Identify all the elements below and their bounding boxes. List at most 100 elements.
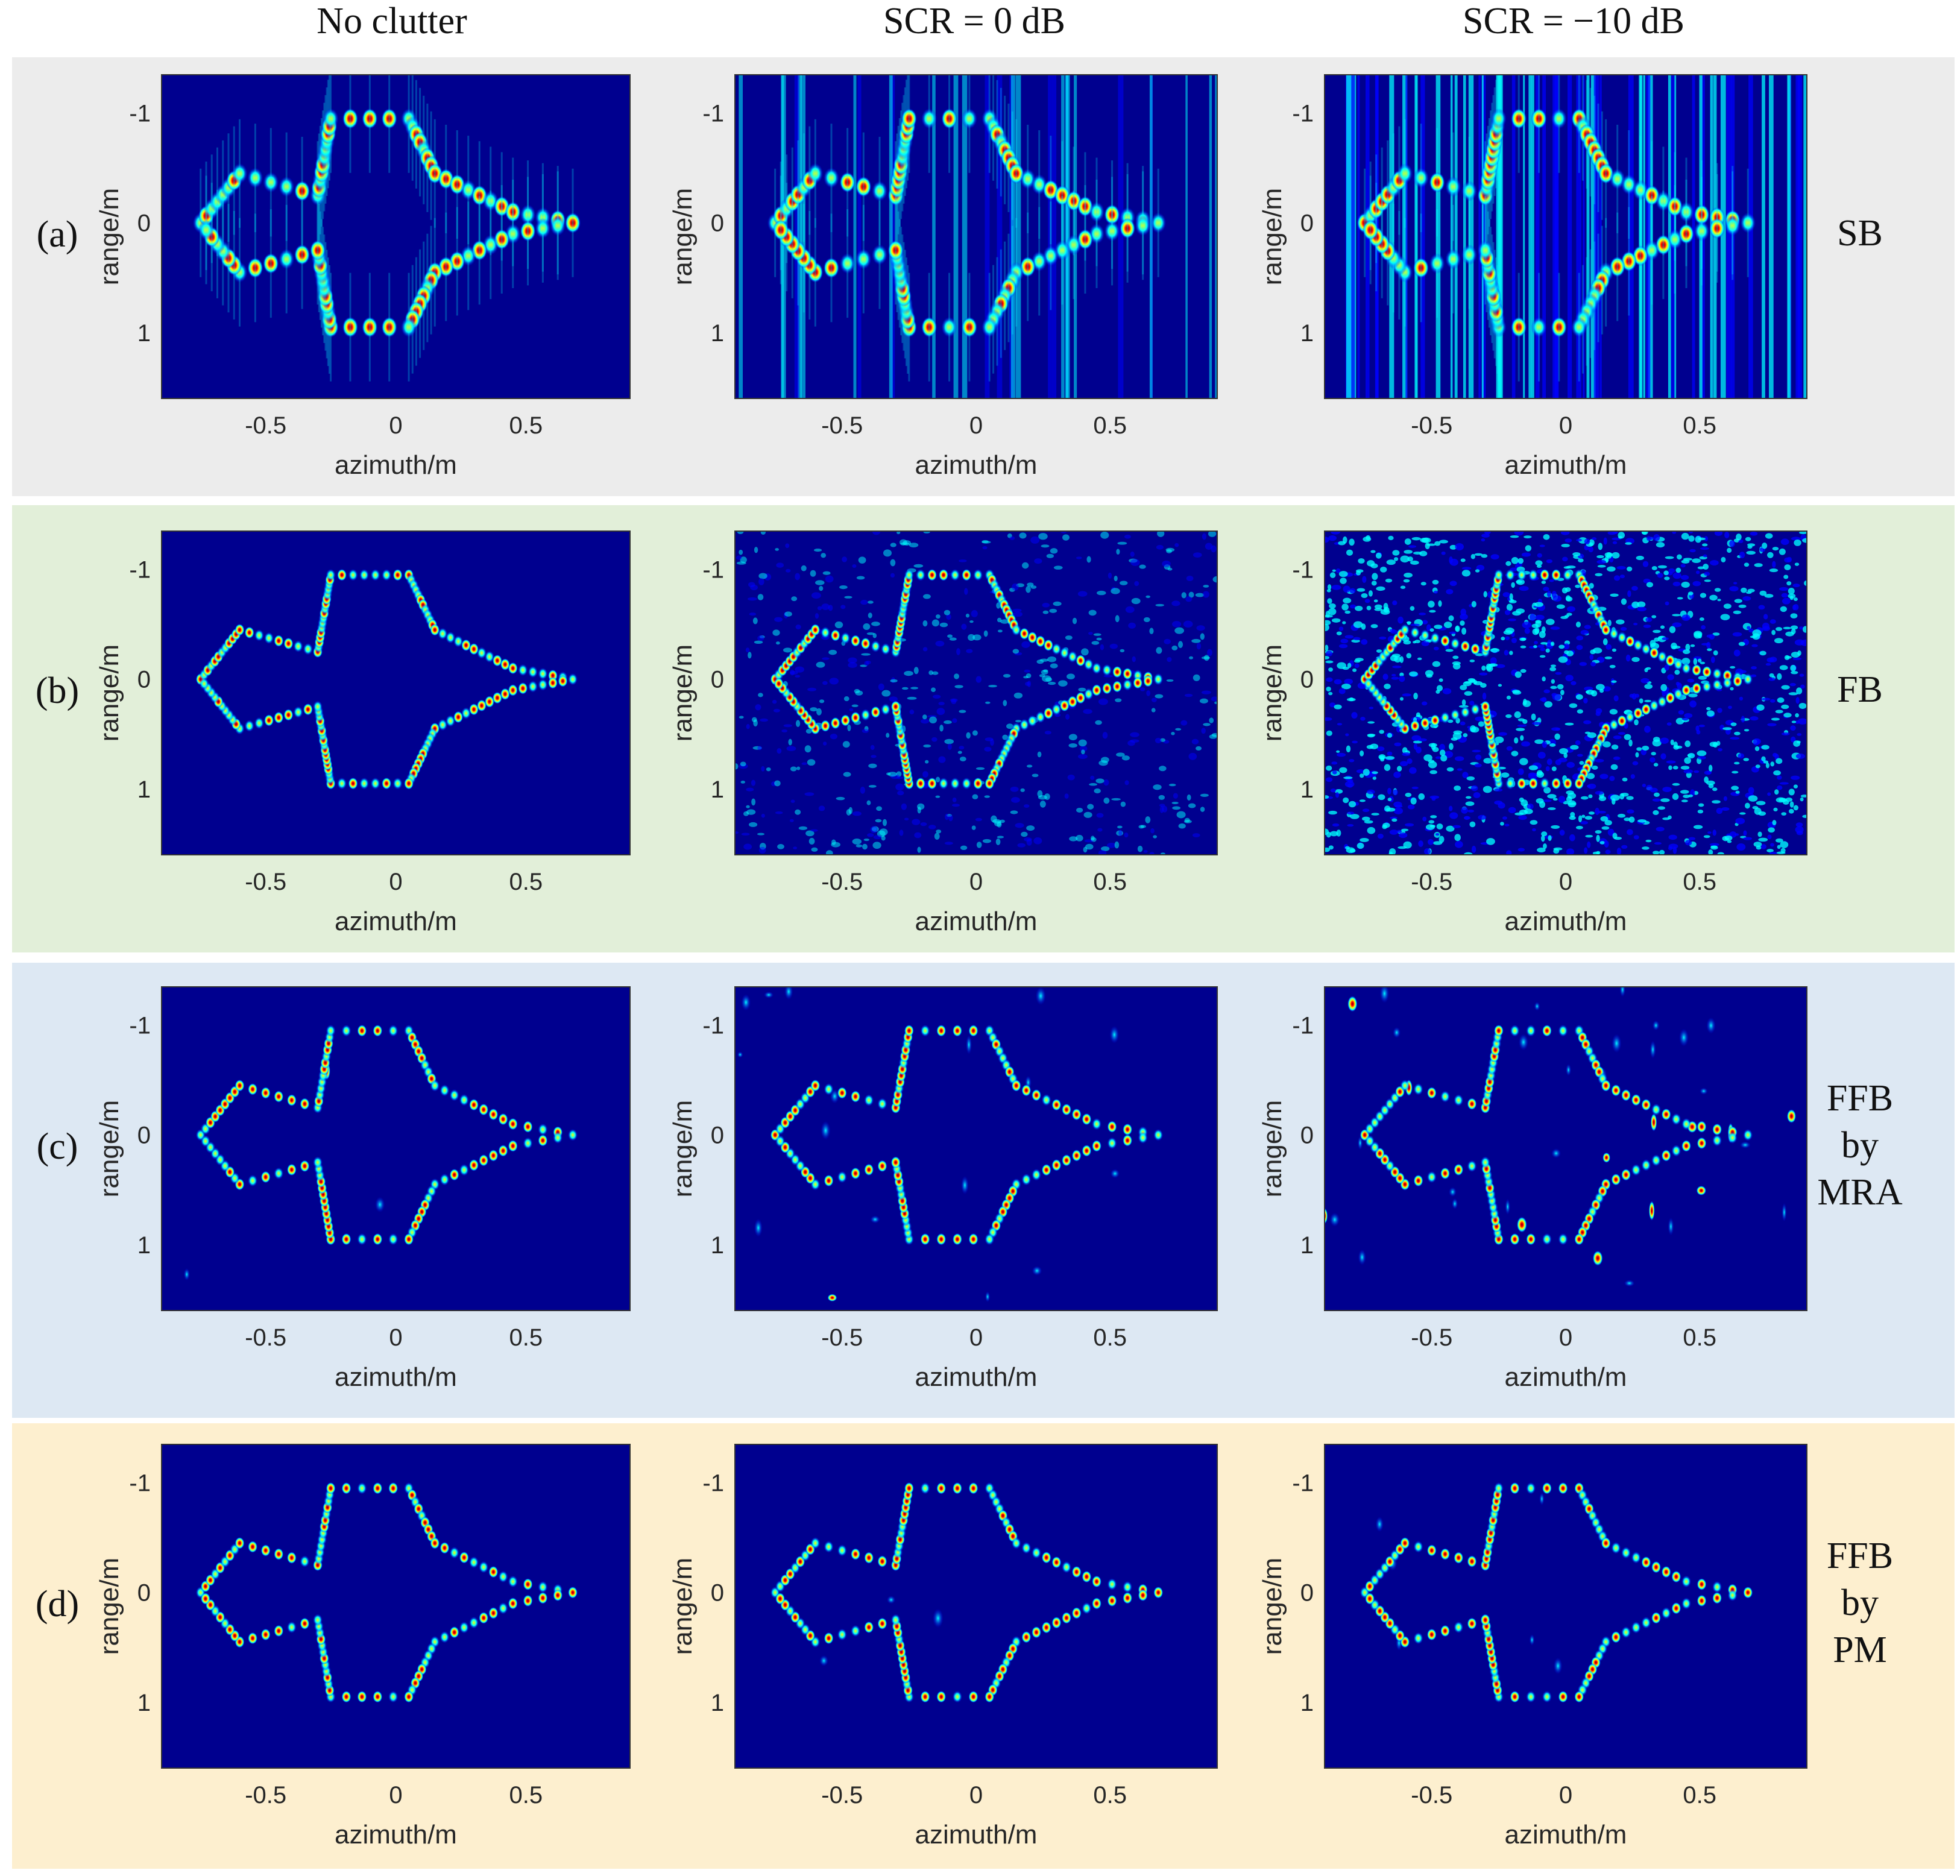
clutter-speckle	[1482, 692, 1487, 700]
scatterer	[337, 777, 347, 790]
scatterer	[286, 1621, 297, 1634]
clutter-speckle	[969, 620, 974, 623]
clutter-speckle	[1756, 704, 1765, 711]
clutter-speckle	[1402, 747, 1408, 754]
clutter-speckle	[1796, 831, 1803, 836]
clutter-speckle	[1326, 650, 1333, 656]
scatterer	[1071, 1607, 1082, 1619]
clutter-speckle	[1545, 766, 1550, 772]
clutter-speckle	[1188, 803, 1196, 808]
scatterer	[337, 568, 347, 581]
scatterer	[1601, 1079, 1611, 1092]
clutter-speckle	[1793, 805, 1799, 811]
clutter-speckle	[966, 649, 973, 653]
clutter-speckle	[1328, 810, 1337, 815]
clutter-speckle	[1603, 537, 1607, 545]
clutter-speckle	[954, 685, 963, 688]
sidelobe	[797, 140, 799, 249]
clutter-speckle	[1672, 782, 1680, 786]
clutter-streak	[1535, 75, 1540, 398]
clutter-speckle	[1549, 579, 1554, 582]
scatterer	[821, 626, 830, 639]
clutter-speckle	[1498, 732, 1507, 736]
clutter-speckle	[1730, 687, 1734, 691]
sidelobe	[1674, 152, 1676, 261]
clutter-speckle	[1625, 654, 1631, 662]
scatterer	[1429, 253, 1445, 274]
clutter-speckle	[1708, 849, 1713, 855]
sidelobe	[1484, 196, 1487, 305]
scatterer	[459, 1094, 469, 1106]
clutter-speckle	[1709, 594, 1718, 601]
clutter-speckle	[1660, 684, 1668, 691]
clutter-speckle	[928, 670, 934, 675]
clutter-speckle	[1590, 661, 1596, 667]
clutter-speckle	[1545, 648, 1550, 653]
clutter-speckle	[1196, 643, 1202, 650]
scatterer	[553, 1132, 563, 1144]
clutter-speckle	[1743, 837, 1753, 840]
sidelobe	[445, 212, 447, 321]
scatterer	[446, 631, 456, 644]
clutter-speckle	[1729, 540, 1735, 547]
y-tick-label: -1	[129, 1013, 151, 1039]
sidelobe	[808, 126, 811, 235]
clutter-speckle	[754, 547, 758, 553]
scatterer	[1493, 1482, 1504, 1494]
clutter-speckle	[1786, 556, 1792, 562]
clutter-speckle	[1410, 623, 1420, 626]
clutter-speckle	[1791, 736, 1796, 743]
scatterer	[1153, 1128, 1164, 1141]
sidelobe	[1381, 189, 1383, 298]
clutter-speckle	[781, 729, 788, 732]
sidelobe	[478, 141, 481, 250]
clutter-speckle	[858, 556, 866, 564]
scatterer	[568, 1586, 578, 1599]
sidelobe	[1142, 171, 1144, 280]
clutter-speckle	[1777, 775, 1782, 780]
clutter-speckle	[1543, 534, 1550, 540]
clutter-speckle	[1788, 587, 1795, 595]
clutter-speckle	[1360, 750, 1364, 757]
clutter-speckle	[1609, 664, 1616, 669]
scatterer	[538, 678, 548, 691]
clutter-speckle	[1651, 752, 1656, 756]
heatmap-content	[737, 987, 1164, 1303]
scatterer	[498, 1144, 508, 1157]
clutter-speckle	[1083, 811, 1092, 818]
clutter-speckle	[1672, 766, 1678, 770]
scatterer	[920, 1482, 930, 1494]
x-tick-label: 0	[389, 412, 402, 439]
heatmap-content	[1325, 531, 1807, 855]
clutter-speckle	[1517, 724, 1527, 727]
clutter-speckle	[1419, 612, 1426, 615]
clutter-streak	[932, 75, 936, 398]
clutter-speckle	[1171, 645, 1178, 650]
scatterer	[1551, 316, 1567, 338]
scatterer	[488, 1108, 499, 1121]
clutter-speckle	[1387, 751, 1393, 756]
scatterer	[476, 647, 487, 659]
plot-frame	[734, 1444, 1218, 1769]
y-tick-label: -1	[1292, 557, 1314, 584]
clutter-speckle	[1483, 785, 1492, 793]
clutter-speckle	[1537, 848, 1546, 853]
scatterer	[1143, 675, 1153, 687]
clutter-speckle	[1566, 761, 1575, 768]
scatterer	[1617, 631, 1627, 644]
sidelobe	[1126, 163, 1129, 272]
clutter-speckle	[1776, 758, 1783, 764]
clutter-speckle	[960, 845, 968, 851]
clutter-speckle	[983, 630, 988, 637]
scatterer	[936, 1024, 947, 1037]
clutter-streak	[1350, 75, 1355, 398]
clutter-speckle	[1767, 792, 1771, 796]
clutter-speckle	[796, 766, 801, 770]
clutter-speckle	[1560, 531, 1570, 535]
scatterer	[872, 244, 887, 265]
clutter-spot	[1782, 1203, 1787, 1222]
clutter-speckle	[1145, 816, 1151, 823]
clutter-speckle	[1481, 534, 1490, 538]
clutter-speckle	[740, 780, 746, 784]
